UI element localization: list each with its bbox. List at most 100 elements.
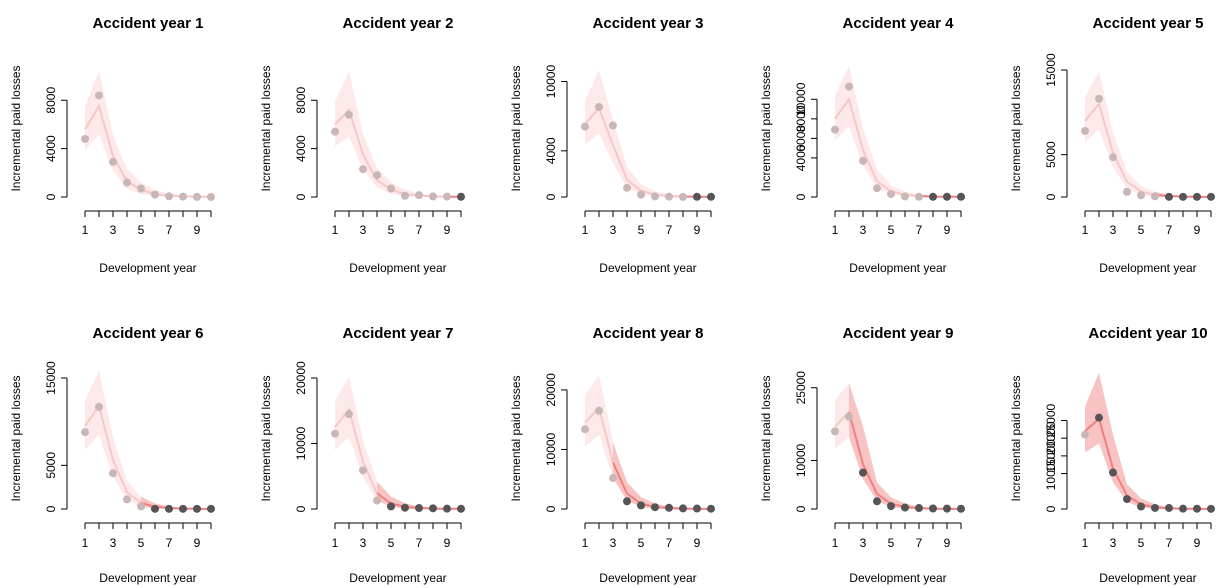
x-tick-label: 3 [1110, 536, 1117, 550]
y-tick-label: 20000 [1044, 421, 1058, 455]
observed-point [373, 496, 381, 505]
holdout-point [693, 504, 701, 513]
x-axis-label: Development year [849, 261, 946, 275]
chart-panel-10: Accident year 10 Incremental paid losses D… [1009, 325, 1215, 585]
holdout-point [387, 502, 395, 511]
x-tick-label: 3 [110, 536, 117, 550]
x-tick-label: 7 [916, 223, 923, 237]
observed-point [193, 192, 201, 201]
observed-point [123, 178, 131, 187]
holdout-point [1165, 503, 1173, 512]
x-tick-label: 9 [1194, 536, 1201, 550]
holdout-point [193, 504, 201, 513]
x-tick-label: 1 [1082, 223, 1089, 237]
x-tick-label: 1 [832, 536, 839, 550]
x-axis-label: Development year [99, 571, 196, 585]
x-tick-label: 5 [138, 223, 145, 237]
chart-panel-2: Accident year 2 Incremental paid losses De… [259, 15, 465, 275]
observed-point [387, 184, 395, 193]
observed-point [665, 192, 673, 201]
y-tick-label: 8000 [294, 87, 308, 114]
x-tick-label: 9 [194, 223, 201, 237]
y-tick-label: 4000 [44, 135, 58, 162]
y-tick-label: 4000 [544, 137, 558, 164]
x-tick-label: 1 [582, 536, 589, 550]
holdout-point [443, 504, 451, 513]
observed-point [623, 183, 631, 192]
observed-point [81, 134, 89, 143]
observed-point [207, 193, 215, 201]
observed-point [137, 502, 145, 511]
holdout-point [1193, 504, 1201, 513]
chart-panel-4: Accident year 4 Incremental paid losses De… [759, 15, 965, 275]
holdout-point [915, 504, 923, 513]
x-tick-label: 1 [1082, 536, 1089, 550]
panel-title: Accident year 10 [1088, 325, 1207, 342]
holdout-point [457, 504, 465, 513]
holdout-point [457, 192, 465, 201]
panel-title: Accident year 4 [843, 15, 955, 32]
prediction-band-future [377, 481, 461, 509]
x-tick-label: 5 [138, 536, 145, 550]
holdout-point [859, 468, 867, 477]
observed-point [1137, 191, 1145, 200]
x-tick-label: 3 [860, 223, 867, 237]
x-tick-label: 7 [666, 536, 673, 550]
observed-point [1081, 126, 1089, 135]
panel-title: Accident year 2 [343, 15, 454, 32]
holdout-point [151, 504, 159, 513]
prediction-band-future [141, 496, 211, 509]
observed-point [859, 156, 867, 165]
x-tick-label: 9 [694, 536, 701, 550]
observed-point [637, 190, 645, 199]
x-tick-label: 7 [1166, 536, 1173, 550]
observed-point [845, 82, 853, 91]
observed-point [873, 184, 881, 193]
y-tick-label: 10000 [794, 443, 808, 477]
y-axis-label: Incremental paid losses [259, 65, 273, 191]
chart-panel-7: Accident year 7 Incremental paid losses De… [259, 325, 465, 585]
x-tick-label: 9 [444, 536, 451, 550]
holdout-point [1109, 468, 1117, 477]
observed-point [887, 190, 895, 199]
x-tick-label: 9 [194, 536, 201, 550]
x-tick-label: 9 [1194, 223, 1201, 237]
x-tick-label: 3 [360, 536, 367, 550]
observed-point [165, 192, 173, 201]
y-tick-label: 4000 [294, 135, 308, 162]
holdout-point [1207, 504, 1215, 513]
observed-point [581, 122, 589, 131]
holdout-point [929, 192, 937, 201]
fitted-line-future [918, 195, 962, 198]
x-axis-label: Development year [599, 261, 696, 275]
y-axis-label: Incremental paid losses [759, 65, 773, 191]
observed-point [901, 192, 909, 201]
x-tick-label: 3 [360, 223, 367, 237]
x-tick-label: 5 [638, 223, 645, 237]
observed-point [95, 91, 103, 100]
y-tick-label: 25000 [1044, 403, 1058, 437]
observed-point [651, 192, 659, 201]
x-tick-label: 3 [610, 223, 617, 237]
panel-title: Accident year 5 [1093, 15, 1204, 32]
chart-panel-5: Accident year 5 Incremental paid losses De… [1009, 15, 1215, 275]
x-tick-label: 1 [832, 223, 839, 237]
fitted-line-past [84, 103, 212, 198]
y-tick-label: 0 [1044, 505, 1058, 512]
panel-title: Accident year 1 [93, 15, 204, 32]
y-tick-label: 0 [544, 193, 558, 200]
x-tick-label: 5 [1138, 223, 1145, 237]
observed-point [609, 474, 617, 483]
holdout-point [943, 192, 951, 201]
x-tick-label: 1 [332, 223, 339, 237]
y-tick-label: 8000 [794, 105, 808, 132]
holdout-point [1179, 504, 1187, 513]
observed-point [845, 412, 853, 421]
observed-point [1081, 430, 1089, 439]
holdout-point [1151, 503, 1159, 512]
y-tick-label: 0 [44, 505, 58, 512]
x-tick-label: 9 [944, 536, 951, 550]
holdout-point [873, 497, 881, 506]
x-tick-label: 7 [166, 223, 173, 237]
